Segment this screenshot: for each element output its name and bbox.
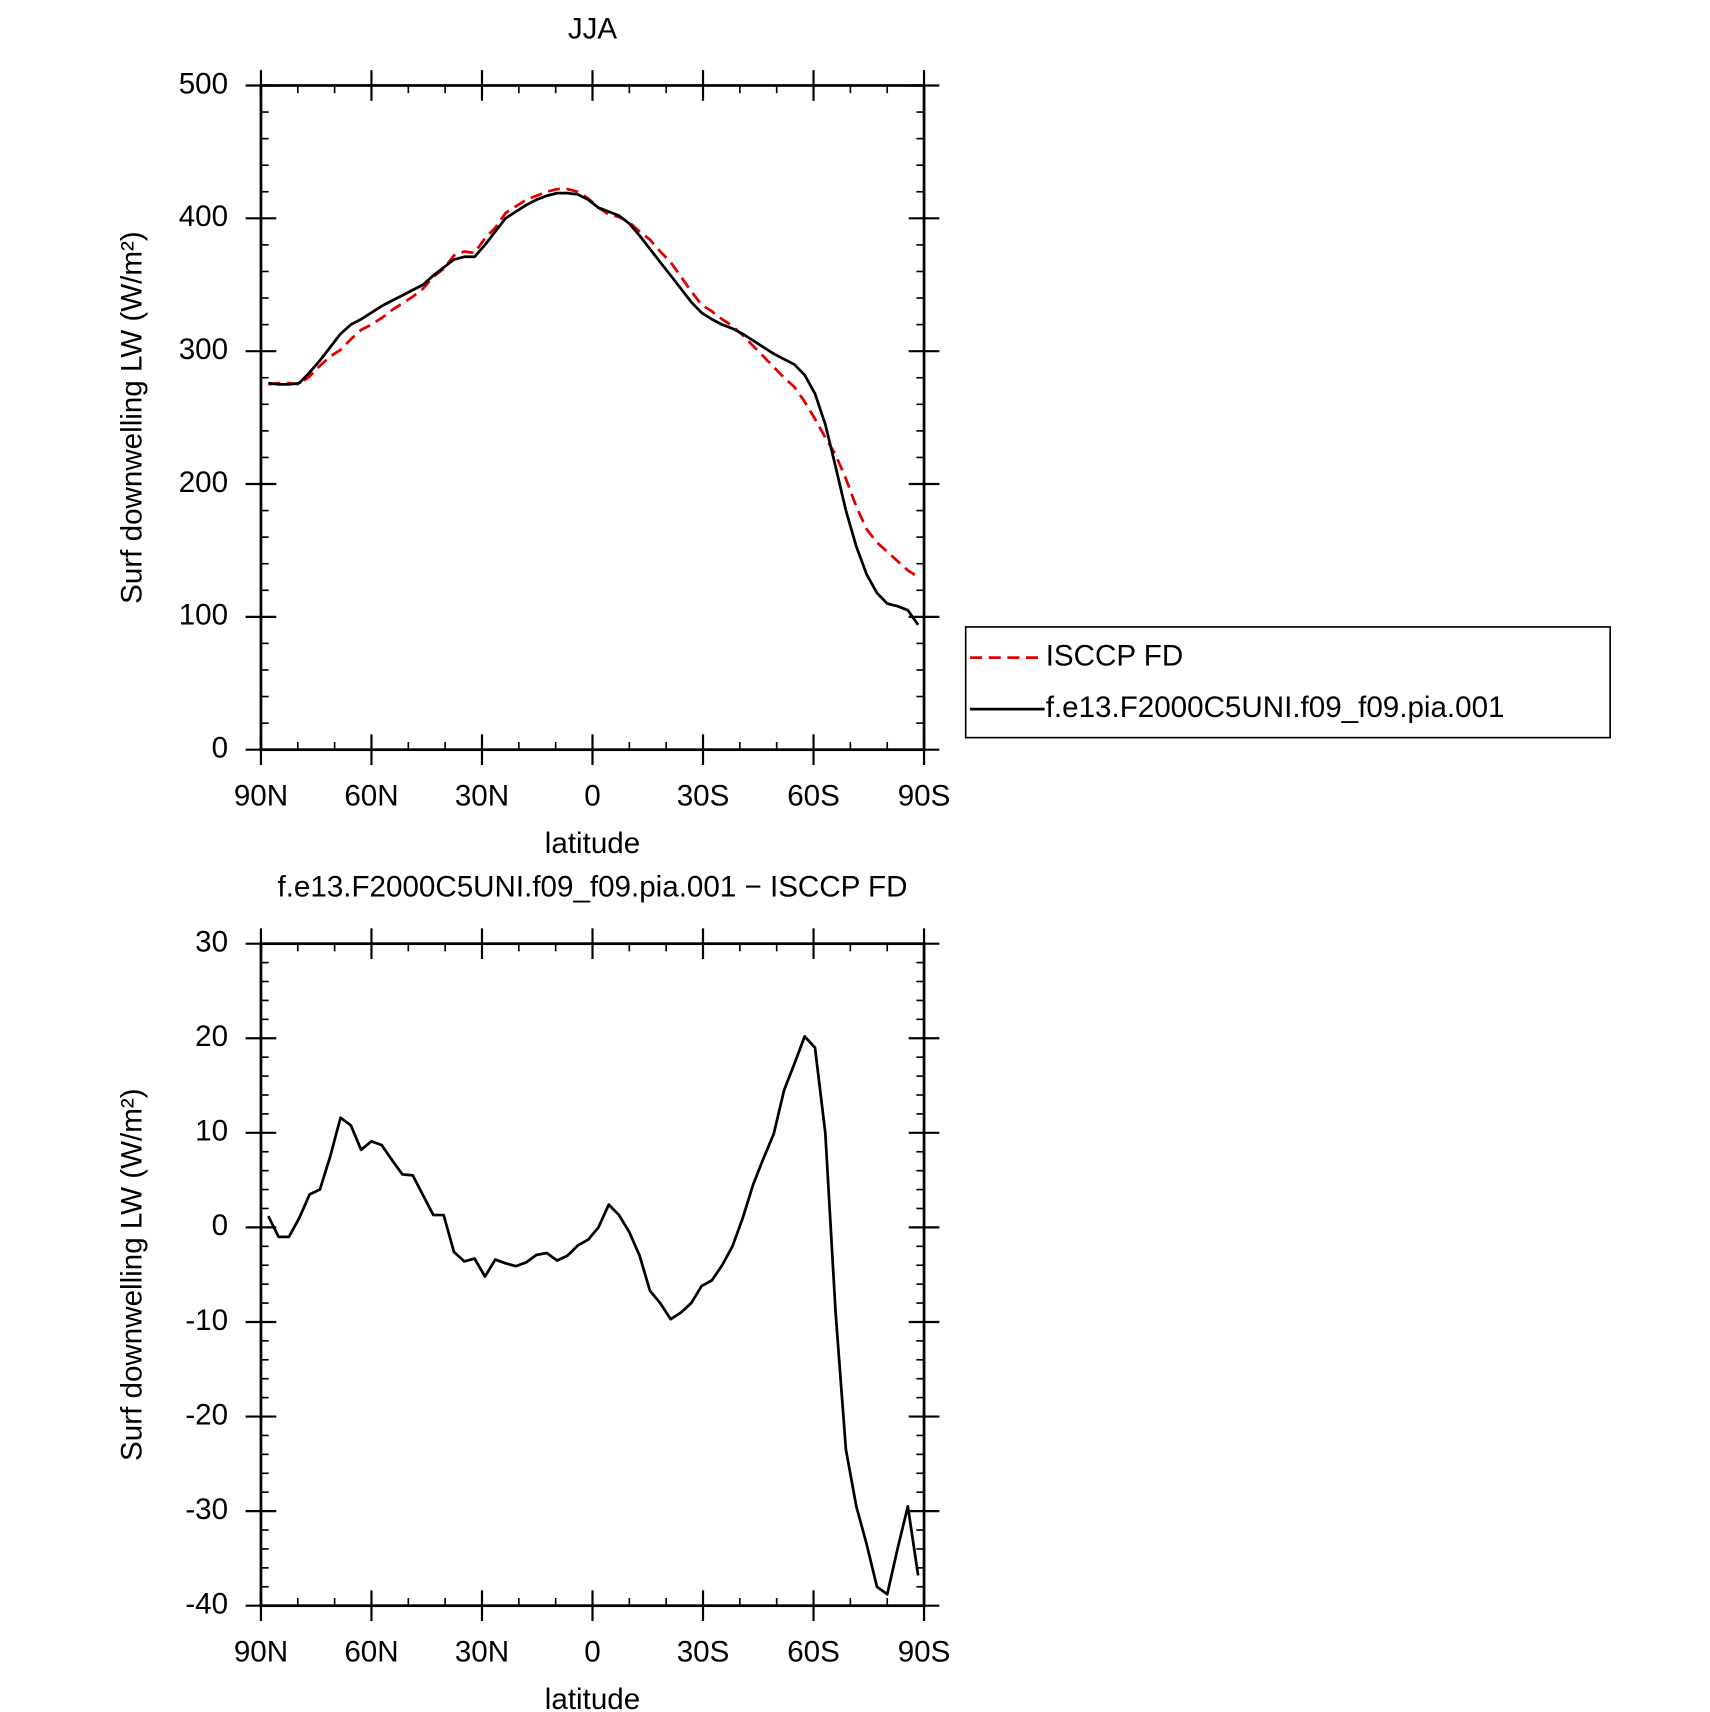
plot-frame (259, 942, 926, 1608)
y-tick-label: 200 (179, 466, 228, 499)
data-line (268, 187, 919, 579)
x-axis-label: latitude (545, 1683, 640, 1712)
y-tick-label: 0 (212, 731, 228, 764)
x-tick-label: 60S (787, 780, 840, 813)
x-tick-label: 0 (584, 780, 600, 813)
legend-box (964, 626, 1611, 739)
y-tick-label: -40 (185, 1587, 228, 1620)
data-line (267, 1035, 920, 1596)
y-tick-label: -20 (185, 1398, 228, 1431)
x-tick-label: 30S (677, 780, 730, 813)
x-tick-label: 60N (344, 780, 398, 813)
x-tick-label: 60S (787, 1636, 840, 1669)
y-tick-label: 20 (195, 1020, 228, 1053)
y-tick-label: -10 (185, 1304, 228, 1337)
chart-title: f.e13.F2000C5UNI.f09_f09.pia.001 − ISCCP… (278, 871, 908, 904)
data-line (268, 191, 920, 626)
y-axis-label: Surf downwelling LW (W/m²) (116, 231, 149, 604)
y-tick-label: 400 (179, 200, 228, 233)
y-tick-label: 10 (195, 1115, 228, 1148)
x-tick-label: 90S (898, 780, 951, 813)
legend-label: f.e13.F2000C5UNI.f09_f09.pia.001 (1046, 691, 1505, 724)
x-tick-label: 30N (455, 1636, 509, 1669)
y-tick-label: 0 (212, 1209, 228, 1242)
x-axis-label: latitude (545, 827, 640, 860)
y-tick-label: -30 (185, 1493, 228, 1526)
y-tick-label: 30 (195, 925, 228, 958)
x-tick-label: 60N (344, 1636, 398, 1669)
y-tick-label: 500 (179, 67, 228, 100)
y-tick-label: 100 (179, 599, 228, 632)
x-tick-label: 90S (898, 1636, 951, 1669)
chart-title: JJA (568, 13, 618, 46)
x-tick-label: 90N (234, 780, 288, 813)
x-tick-label: 30S (677, 1636, 730, 1669)
x-tick-label: 0 (584, 1636, 600, 1669)
x-tick-label: 30N (455, 780, 509, 813)
x-tick-label: 90N (234, 1636, 288, 1669)
y-tick-label: 300 (179, 333, 228, 366)
legend-label: ISCCP FD (1046, 639, 1184, 672)
y-axis-label: Surf downwelling LW (W/m²) (116, 1088, 149, 1461)
plot-frame (259, 84, 926, 752)
